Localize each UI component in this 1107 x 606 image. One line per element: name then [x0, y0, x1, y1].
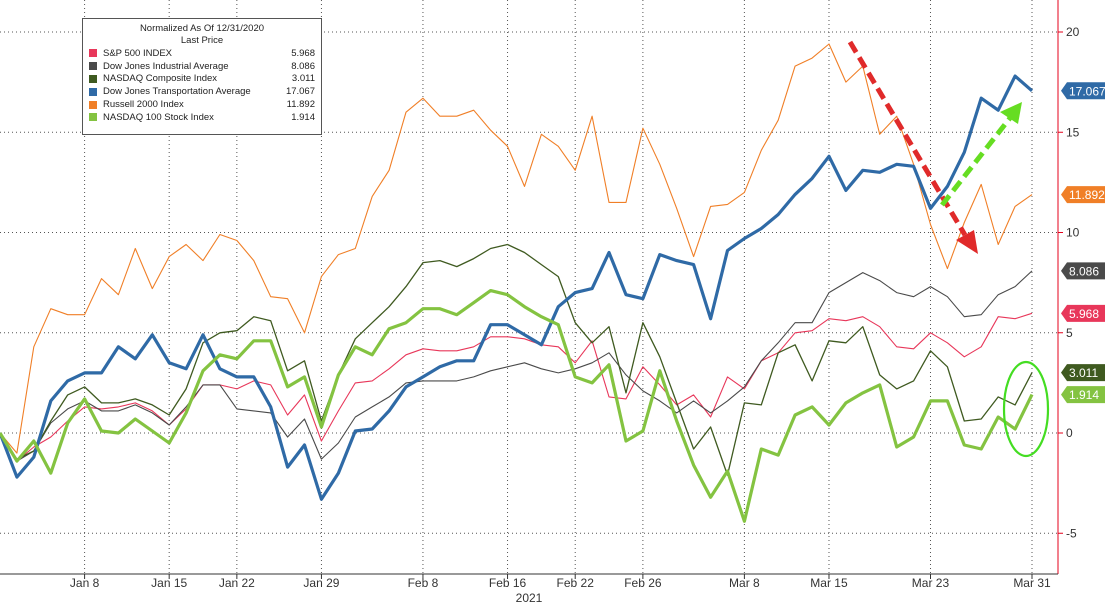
x-tick-label: Jan 15	[151, 576, 187, 590]
legend-item: Dow Jones Industrial Average 8.086	[89, 60, 315, 73]
legend-series-value: 1.914	[291, 111, 315, 123]
legend-subheader: Last Price	[180, 35, 224, 46]
series-line-nasdaq-100-stock-index	[0, 289, 1034, 523]
legend-series-value: 8.086	[291, 60, 315, 72]
x-tick-label: Jan 22	[219, 576, 255, 590]
end-value-tag-bg	[1061, 304, 1105, 322]
legend-item: Russell 2000 Index 11.892	[89, 98, 315, 111]
x-tick-label: Mar 23	[912, 576, 950, 590]
legend-series-name: NASDAQ 100 Stock Index	[103, 111, 214, 123]
y-tick-label: 15	[1066, 125, 1080, 139]
end-value-tag-text: 3.011	[1069, 366, 1098, 380]
legend-series-name: Russell 2000 Index	[103, 99, 184, 111]
x-tick-label: Feb 16	[489, 576, 527, 590]
legend: Normalized As Of 12/31/2020 Last Price S…	[82, 18, 322, 135]
x-tick-label: Mar 15	[810, 576, 848, 590]
legend-series-value: 17.067	[285, 86, 315, 98]
x-tick-label: Jan 29	[303, 576, 339, 590]
legend-swatch	[89, 87, 97, 96]
legend-series-name: Dow Jones Transportation Average	[103, 86, 251, 98]
legend-swatch	[89, 74, 97, 83]
x-tick-label: Feb 22	[557, 576, 595, 590]
legend-rows: S&P 500 INDEX 5.968 Dow Jones Industrial A…	[89, 47, 315, 124]
series-lines	[0, 43, 1034, 523]
y-tick-label: 0	[1066, 426, 1073, 440]
end-value-tag-bg	[1061, 82, 1105, 100]
legend-swatch	[89, 113, 97, 122]
legend-series-name: NASDAQ Composite Index	[103, 73, 218, 85]
end-value-tag-text: 5.968	[1069, 307, 1099, 321]
x-tick-label: Mar 8	[729, 576, 760, 590]
legend-swatch	[89, 62, 97, 71]
series-line-nasdaq-composite-index	[0, 243, 1033, 476]
end-value-tag: 17.067	[1061, 82, 1106, 100]
legend-swatch	[89, 49, 97, 58]
legend-header: Normalized As Of 12/31/2020	[139, 23, 265, 34]
y-ticks: 20 15 10 5 0 -5	[1058, 25, 1080, 540]
legend-series-value: 3.011	[291, 73, 315, 85]
end-labels: 17.067 11.892 8.086 5.968 3.011 1.914	[1061, 82, 1106, 404]
x-axis-title: 2021	[516, 591, 543, 605]
end-value-tag-bg	[1061, 262, 1105, 280]
legend-item: NASDAQ Composite Index 3.011	[89, 73, 315, 86]
end-value-tag: 8.086	[1061, 262, 1105, 280]
end-value-tag-text: 8.086	[1069, 264, 1099, 278]
end-value-tag: 3.011	[1061, 364, 1105, 382]
axes	[0, 0, 1059, 575]
y-tick-label: 20	[1066, 25, 1080, 39]
series-line-dow-jones-transportation-average	[0, 74, 1034, 501]
end-value-tag-text: 11.892	[1069, 188, 1105, 202]
x-tick-label: Mar 31	[1013, 576, 1051, 590]
legend-item: S&P 500 INDEX 5.968	[89, 47, 315, 60]
series-line-dow-jones-industrial-average	[0, 270, 1033, 462]
end-value-tag: 11.892	[1061, 186, 1105, 204]
end-value-tag-bg	[1061, 186, 1105, 204]
legend-series-value: 11.892	[286, 99, 315, 111]
green-up-arrow	[940, 102, 1022, 207]
y-tick-label: -5	[1066, 526, 1077, 540]
x-tick-label: Feb 8	[408, 576, 439, 590]
annotations	[847, 40, 1050, 458]
end-value-tag-bg	[1061, 386, 1105, 404]
legend-series-value: 5.968	[291, 47, 315, 59]
end-value-tag: 5.968	[1061, 304, 1105, 322]
legend-series-name: Dow Jones Industrial Average	[103, 60, 229, 72]
y-tick-label: 10	[1066, 226, 1080, 240]
end-value-tag: 1.914	[1061, 386, 1105, 404]
legend-series-name: S&P 500 INDEX	[103, 47, 173, 59]
y-tick-label: 5	[1066, 326, 1073, 340]
end-value-tag-text: 1.914	[1069, 388, 1099, 402]
end-value-tag-bg	[1061, 364, 1105, 382]
legend-swatch	[89, 100, 97, 109]
end-value-tag-text: 17.067	[1069, 84, 1106, 98]
series-line-russell-2000-index	[0, 43, 1033, 454]
legend-item: NASDAQ 100 Stock Index 1.914	[89, 111, 315, 124]
red-down-arrow	[847, 40, 978, 254]
x-tick-label: Jan 8	[70, 576, 100, 590]
legend-item: Dow Jones Transportation Average 17.067	[89, 85, 315, 98]
x-ticks: Jan 8 Jan 15 Jan 22 Jan 29 Feb 8 Feb 16 Feb 22…	[70, 574, 1051, 590]
x-tick-label: Feb 26	[624, 576, 662, 590]
green-highlight-circle	[1002, 360, 1050, 458]
